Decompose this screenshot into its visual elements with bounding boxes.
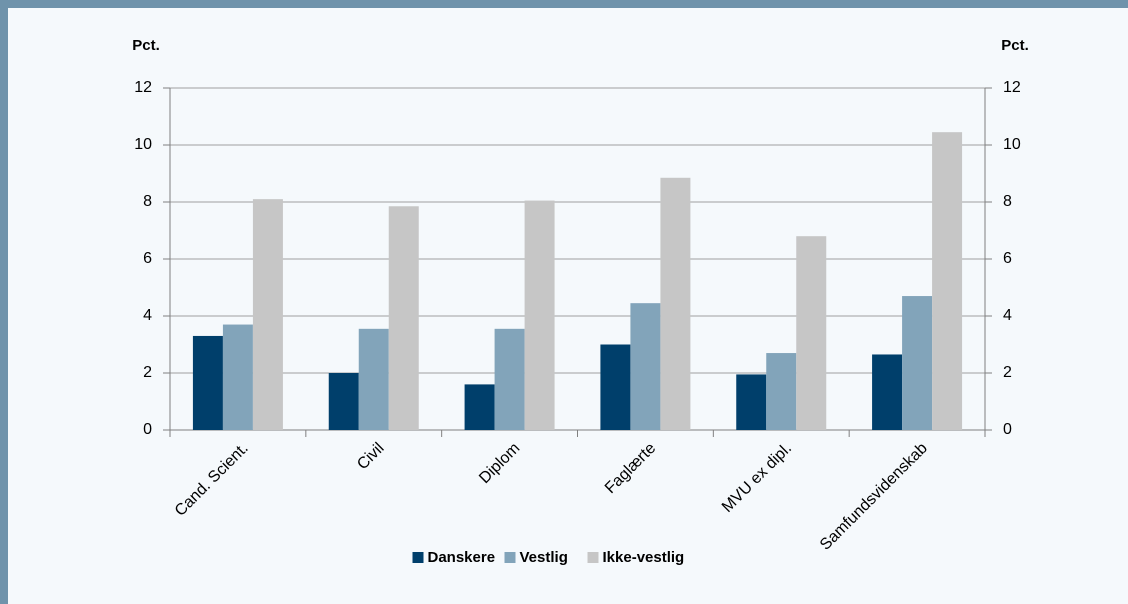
legend-label: Danskere: [428, 549, 496, 566]
bar: [660, 177, 691, 430]
legend-label: Ikke-vestlig: [603, 549, 685, 566]
y2-tick-label: 10: [1003, 136, 1021, 153]
bar: [736, 374, 767, 430]
bar: [766, 353, 797, 430]
y-tick-label: 0: [143, 421, 152, 438]
y-tick-label: 8: [143, 193, 152, 210]
y2-tick-label: 6: [1003, 250, 1012, 267]
y2-axis-label: Pct.: [1001, 37, 1029, 54]
y2-tick-label: 2: [1003, 364, 1012, 381]
bar: [358, 328, 389, 430]
bar: [222, 324, 253, 430]
bar: [630, 303, 661, 430]
legend-swatch: [587, 552, 599, 563]
y2-tick-label: 4: [1003, 307, 1012, 324]
bar: [388, 206, 419, 430]
left-border: [0, 0, 8, 604]
bar: [796, 236, 827, 430]
bar: [872, 354, 903, 430]
bar: [328, 373, 359, 430]
bar: [192, 335, 223, 430]
bar: [252, 199, 283, 430]
bar: [464, 384, 495, 430]
y-axis-label: Pct.: [132, 37, 160, 54]
legend-swatch: [412, 552, 424, 563]
bar: [902, 296, 933, 430]
y-tick-label: 2: [143, 364, 152, 381]
bar: [494, 328, 525, 430]
bar: [932, 132, 963, 431]
header-bar: [0, 0, 1128, 8]
y-tick-label: 10: [134, 136, 152, 153]
y-tick-label: 12: [134, 79, 152, 96]
y2-tick-label: 8: [1003, 193, 1012, 210]
y2-tick-label: 12: [1003, 79, 1021, 96]
y2-tick-label: 0: [1003, 421, 1012, 438]
y-tick-label: 6: [143, 250, 152, 267]
y-tick-label: 4: [143, 307, 152, 324]
legend-swatch: [504, 552, 516, 563]
legend-label: Vestlig: [520, 549, 568, 566]
bar: [524, 200, 555, 430]
bar: [600, 344, 631, 430]
